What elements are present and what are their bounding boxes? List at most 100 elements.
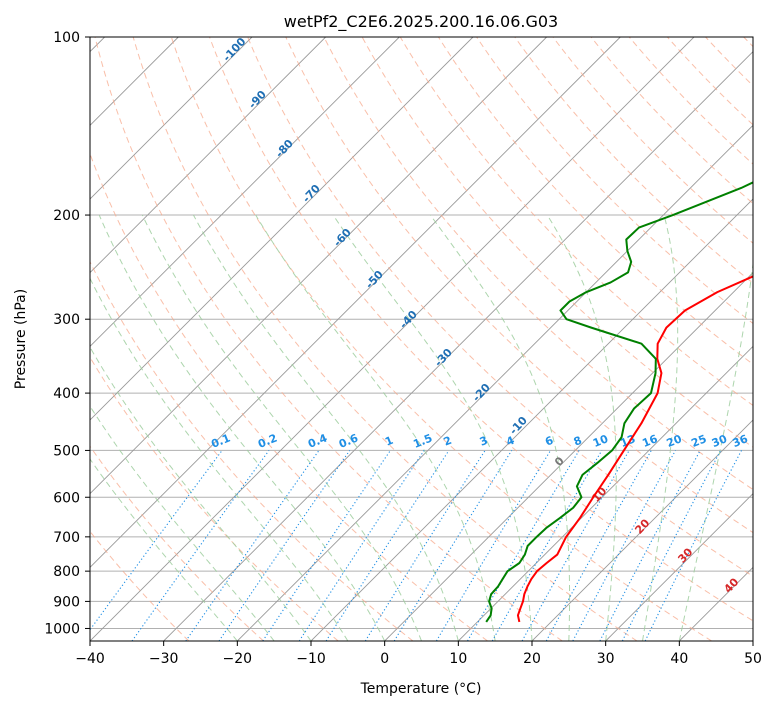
dry-adiabat-line: [170, 37, 712, 641]
dry-adiabat-label: 20: [632, 516, 652, 536]
mixing-ratio-line: [298, 450, 425, 641]
x-tick-label: −30: [149, 651, 179, 667]
mixing-ratio-line: [599, 450, 701, 641]
dry-adiabat-line: [552, 37, 753, 244]
isotherm-line: [752, 640, 753, 641]
mixing-ratio-line: [325, 450, 450, 641]
isotherm-line: [310, 198, 753, 641]
mixing-ratio-line: [131, 450, 270, 641]
mixing-ratio-line: [572, 450, 677, 641]
mixing-ratio-label: 0.1: [209, 431, 232, 450]
dry-adiabat-label: -70: [300, 182, 323, 206]
x-tick-label: −20: [223, 651, 253, 667]
isotherm-line: [90, 37, 695, 641]
mixing-ratio-label: 0.2: [256, 431, 279, 450]
moist-adiabats: [90, 214, 753, 641]
mixing-ratio-label: 10: [591, 432, 610, 450]
y-tick-label: 900: [53, 594, 80, 610]
isotherm-line: [163, 51, 753, 641]
x-tick-label: −40: [75, 651, 105, 667]
x-tick-label: 10: [449, 651, 467, 667]
dry-adiabat-line: [628, 37, 753, 165]
dry-adiabat-line: [514, 37, 753, 284]
moist-adiabat-line: [98, 214, 386, 641]
y-axis-label: Pressure (hPa): [13, 289, 29, 389]
reference-line-labels: 0.1 0.2 0.4 0.6 1 1.5 2 3 4 6 8 10 13 16 20 25 30 36-100-…: [209, 35, 750, 596]
isotherm-line: [458, 345, 753, 641]
isotherm-line: [90, 37, 326, 274]
moist-adiabat-line: [429, 214, 571, 641]
mixing-ratio-line: [435, 450, 552, 641]
y-axis-ticks: 100 200 300 400 500 600 700 800 900 1000: [44, 30, 90, 637]
mixing-ratio-label: 36: [731, 432, 750, 450]
isotherm-line: [90, 37, 400, 347]
mixing-ratio-line: [393, 450, 513, 641]
dry-adiabat-label: -40: [397, 308, 420, 332]
chart-title: wetPf2_C2E6.2025.200.16.06.G03: [284, 12, 558, 32]
mixing-ratio-label: 25: [689, 432, 708, 450]
dry-adiabat-label: -20: [470, 381, 493, 405]
x-tick-label: 0: [380, 651, 389, 667]
dry-adiabat-label: -50: [363, 268, 386, 292]
mixing-ratio-line: [218, 450, 351, 641]
dry-adiabat-line: [90, 260, 414, 641]
y-tick-label: 700: [53, 530, 80, 546]
y-tick-label: 300: [53, 312, 80, 328]
mixing-ratio-label: 30: [710, 432, 729, 450]
moist-adiabat-line: [90, 346, 312, 641]
mixing-ratio-label: 3: [478, 434, 490, 449]
dry-adiabat-label: -90: [246, 88, 269, 112]
mixing-ratio-label: 16: [640, 432, 659, 450]
temperature-profile-line: [516, 275, 753, 623]
moist-adiabat-line: [141, 214, 422, 641]
moist-adiabat-line: [546, 214, 617, 641]
isotherm-line: [90, 37, 621, 568]
isotherm-line: [679, 566, 753, 641]
dry-adiabat-label: -30: [432, 346, 455, 370]
mixing-ratio-label: 20: [665, 432, 684, 450]
isotherm-line: [384, 272, 753, 641]
dry-adiabats: [90, 37, 753, 641]
isotherm-line: [605, 493, 753, 641]
dry-adiabat-line: [361, 37, 753, 448]
isotherm-line: [237, 124, 753, 641]
y-tick-label: 600: [53, 490, 80, 506]
y-tick-label: 500: [53, 443, 80, 459]
dry-adiabat-line: [285, 37, 753, 534]
x-tick-label: −10: [296, 651, 326, 667]
mixing-ratio-line: [90, 450, 223, 631]
dry-adiabat-line: [323, 37, 753, 491]
dry-adiabat-line: [209, 37, 753, 622]
mixing-ratio-line: [364, 450, 486, 641]
dry-adiabat-line: [705, 37, 753, 87]
mixing-ratio-label: 1: [383, 434, 395, 449]
x-axis-label: Temperature (°C): [360, 681, 482, 697]
dry-adiabat-label: -80: [273, 137, 296, 161]
x-tick-label: 30: [597, 651, 615, 667]
dry-adiabat-label: -60: [331, 226, 354, 250]
dry-adiabat-label: -100: [220, 35, 249, 64]
dry-adiabat-line: [132, 37, 638, 641]
plot-frame: [89, 36, 754, 642]
isotherm-line: [531, 419, 753, 641]
moist-adiabat-line: [332, 214, 533, 641]
y-tick-label: 800: [53, 564, 80, 580]
isotherm-line: [90, 37, 547, 495]
moist-adiabat-line: [642, 214, 679, 641]
mixing-ratio-line: [262, 450, 391, 641]
x-axis-ticks: −40 −30 −20 −10 0 10 20 30 40 50: [75, 641, 762, 667]
mixing-ratio-line: [621, 450, 722, 641]
mixing-ratio-line: [521, 450, 630, 641]
isotherm-line: [90, 37, 253, 200]
profile-series: [485, 181, 753, 623]
mixing-ratio-label: 8: [572, 434, 584, 449]
dry-adiabat-line: [247, 37, 753, 577]
dry-adiabat-line: [399, 37, 753, 407]
isotherm-gridlines: [90, 37, 753, 641]
mixing-ratio-lines: [90, 450, 742, 641]
dry-adiabat-label: 0: [552, 454, 567, 469]
x-tick-label: 20: [523, 651, 541, 667]
dry-adiabat-line: [90, 356, 339, 641]
